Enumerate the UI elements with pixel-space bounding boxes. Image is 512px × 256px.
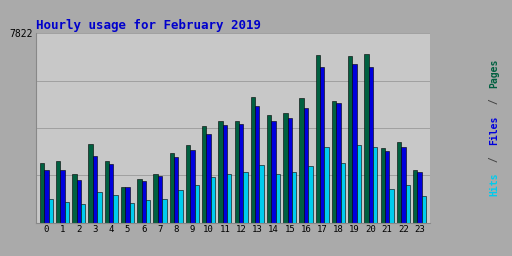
Bar — [223, 125, 227, 223]
Bar — [174, 157, 178, 223]
Bar — [121, 187, 125, 223]
Bar — [304, 108, 308, 223]
Bar — [340, 163, 345, 223]
Bar — [109, 164, 114, 223]
Bar — [352, 64, 357, 223]
Bar — [401, 147, 406, 223]
Bar — [239, 124, 243, 223]
Bar — [195, 185, 199, 223]
Bar — [292, 172, 296, 223]
Bar — [234, 121, 239, 223]
Bar — [348, 56, 352, 223]
Bar — [413, 170, 417, 223]
Bar — [44, 170, 49, 223]
Bar — [137, 179, 141, 223]
Bar — [243, 172, 248, 223]
Bar — [227, 174, 231, 223]
Bar — [77, 180, 81, 223]
Bar — [169, 153, 174, 223]
Bar — [146, 200, 151, 223]
Bar — [251, 97, 255, 223]
Bar — [211, 177, 215, 223]
Bar — [417, 172, 422, 223]
Bar — [275, 174, 280, 223]
Bar — [202, 126, 206, 223]
Bar — [206, 134, 211, 223]
Bar — [283, 113, 288, 223]
Bar — [380, 148, 385, 223]
Bar — [56, 161, 60, 223]
Text: Files: Files — [489, 116, 499, 145]
Bar — [288, 118, 292, 223]
Bar — [336, 103, 340, 223]
Bar — [154, 174, 158, 223]
Bar — [357, 145, 361, 223]
Bar — [218, 121, 223, 223]
Bar — [114, 195, 118, 223]
Bar — [65, 202, 69, 223]
Bar — [158, 176, 162, 223]
Bar — [365, 54, 369, 223]
Text: /: / — [489, 93, 499, 110]
Bar — [105, 161, 109, 223]
Bar — [162, 199, 166, 223]
Bar — [389, 189, 394, 223]
Bar — [369, 67, 373, 223]
Bar — [300, 98, 304, 223]
Bar — [332, 101, 336, 223]
Bar — [190, 150, 195, 223]
Bar — [49, 199, 53, 223]
Text: Pages: Pages — [489, 58, 499, 88]
Bar — [406, 185, 410, 223]
Bar — [308, 166, 312, 223]
Bar — [178, 190, 183, 223]
Bar — [81, 204, 86, 223]
Bar — [397, 142, 401, 223]
Text: /: / — [489, 150, 499, 168]
Bar — [422, 196, 426, 223]
Bar — [325, 147, 329, 223]
Bar — [186, 145, 190, 223]
Bar — [72, 174, 77, 223]
Bar — [97, 192, 101, 223]
Bar — [271, 121, 275, 223]
Bar — [385, 151, 389, 223]
Bar — [125, 187, 130, 223]
Bar — [93, 156, 97, 223]
Bar — [130, 203, 134, 223]
Bar — [89, 144, 93, 223]
Bar — [141, 181, 146, 223]
Bar — [315, 55, 320, 223]
Bar — [373, 147, 377, 223]
Bar — [60, 170, 65, 223]
Bar — [267, 115, 271, 223]
Text: Hourly usage for February 2019: Hourly usage for February 2019 — [36, 19, 261, 32]
Bar — [320, 67, 325, 223]
Bar — [260, 165, 264, 223]
Bar — [255, 106, 260, 223]
Text: Hits: Hits — [489, 172, 499, 196]
Bar — [40, 163, 44, 223]
